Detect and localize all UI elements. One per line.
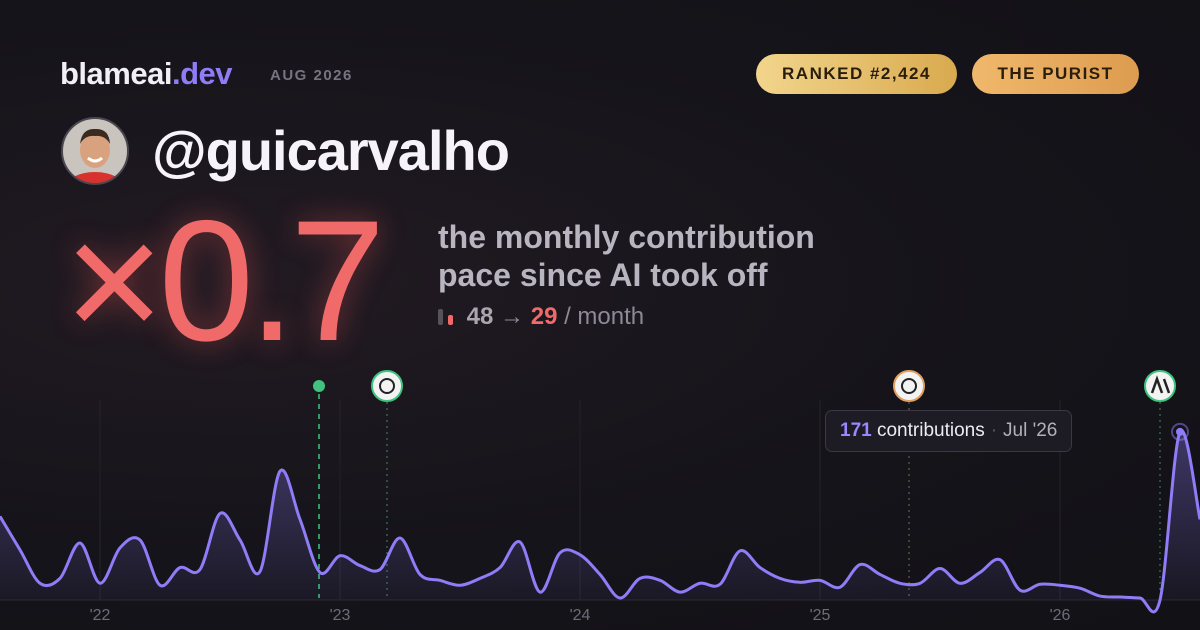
caption: the monthly contribution [438, 219, 815, 255]
tooltip-label: contributions [876, 420, 985, 441]
pace-before: 48 [466, 303, 494, 330]
tooltip-value: 171 [840, 420, 872, 441]
event-icon [379, 378, 395, 394]
brand-name: blameai [60, 56, 172, 91]
tooltip: 171 contributions · Jul '26 [825, 410, 1073, 452]
event-icon [893, 370, 925, 402]
event-icon [901, 378, 917, 394]
tooltip-period: Jul '26 [1003, 420, 1058, 441]
x-tick-label: '23 [330, 607, 351, 624]
pace-arrow: → [500, 303, 525, 330]
avatar [61, 117, 129, 185]
handle: @guicarvalho [152, 119, 510, 182]
pace-icon [438, 309, 453, 325]
area [0, 430, 1200, 612]
multiplier: ×0.7 [64, 185, 386, 377]
x-tick-label: '26 [1050, 607, 1071, 624]
peak-point [1176, 427, 1184, 436]
pace-after: 29 [530, 303, 558, 330]
line [0, 429, 1200, 614]
peak-halo [1171, 422, 1189, 441]
brand: blameai.dev [60, 56, 232, 92]
date: AUG 2026 [270, 67, 353, 84]
pace: 48 → 29 / month [438, 303, 644, 331]
x-tick-label: '24 [570, 607, 591, 624]
event-dot [313, 380, 325, 392]
event-icon [1150, 375, 1171, 394]
rank-badge: RANKED #2,424 [756, 54, 957, 94]
caption: pace since AI took off [438, 257, 768, 293]
event-icon [371, 370, 403, 402]
brand-tld: .dev [171, 56, 233, 91]
x-tick-label: '22 [90, 607, 111, 624]
x-tick-label: '25 [810, 607, 831, 624]
pace-unit: / month [564, 303, 645, 330]
persona-badge: THE PURIST [972, 54, 1139, 94]
